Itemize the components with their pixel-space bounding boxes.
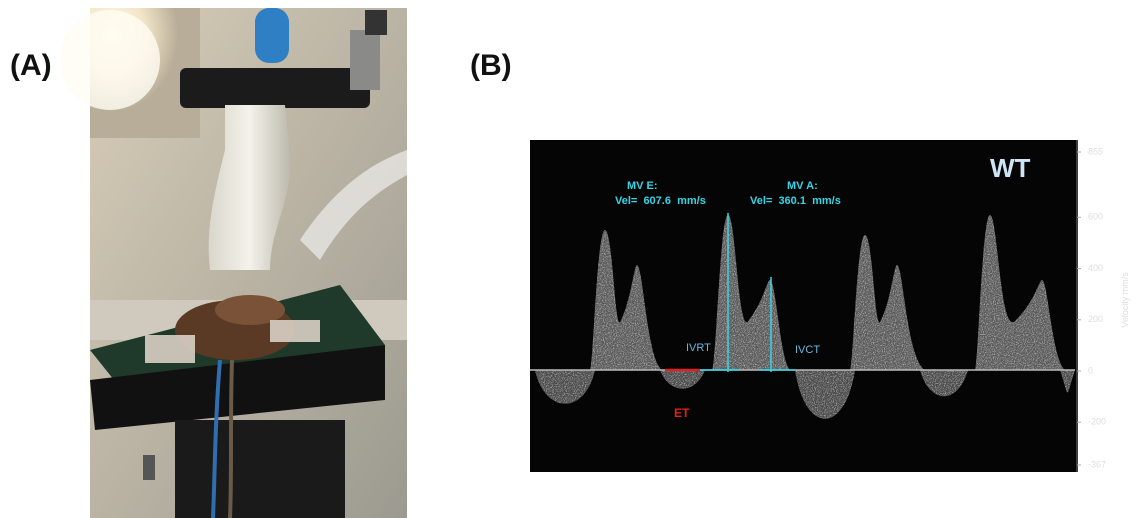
tick-label: -200 [1088,417,1106,427]
flow-wave-noise [850,235,925,370]
tick-label: 600 [1088,212,1103,222]
axis-label: Velocity mm/s [1120,272,1130,328]
outflow-wave-noise [795,370,855,419]
outflow-wave-noise [535,370,595,404]
measurement-name: MV E: [627,180,658,192]
panel-label: (B) [470,49,512,82]
outflow-wave-noise [920,370,968,397]
tick-label: 200 [1088,314,1103,324]
flow-wave-noise [590,230,662,370]
interval-label: IVRT [686,342,711,354]
measurement-reading: Vel= 607.6 mm/s [615,195,706,207]
panel-label: (A) [10,49,52,82]
tick-label: 0 [1088,365,1093,375]
tick-label: -367 [1088,459,1106,469]
measurement-markers [700,213,795,372]
interval-label: IVCT [795,344,820,356]
interval-label: ET [674,406,690,420]
photo [60,8,407,518]
tick-label: 400 [1088,263,1103,273]
flow-wave-noise [975,215,1065,370]
measurement-reading: Vel= 360.1 mm/s [750,195,841,207]
measurement-name: MV A: [787,180,818,192]
tick-label: 855 [1088,146,1103,156]
group-label: WT [990,153,1031,183]
outflow-wave-noise [660,370,705,389]
outflow-wave-noise [1060,370,1075,393]
